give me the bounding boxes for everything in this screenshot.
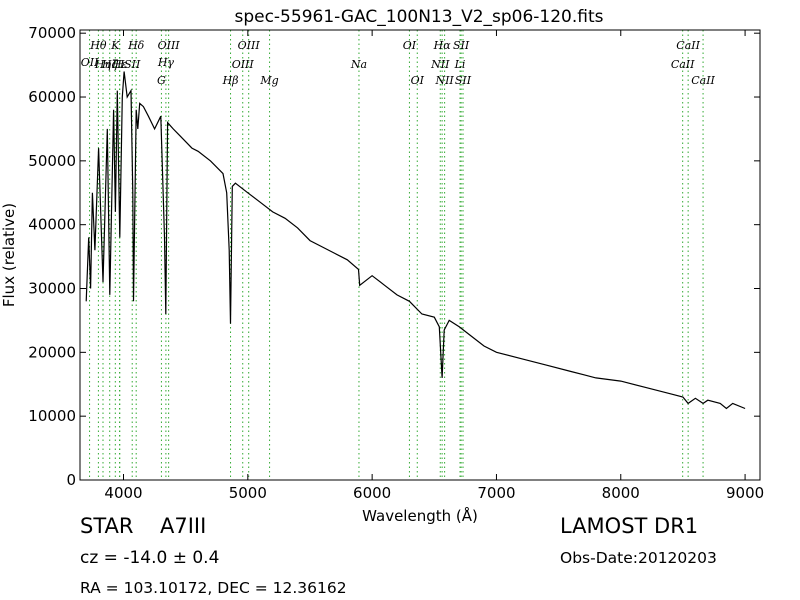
spectral-line-markers bbox=[89, 30, 704, 480]
y-tick-label: 20000 bbox=[28, 343, 76, 361]
spectral-line-label: G bbox=[157, 74, 166, 87]
spectrum-line bbox=[85, 71, 746, 410]
spectral-line-label: SII bbox=[453, 39, 470, 52]
spectral-line-label: Na bbox=[350, 58, 367, 71]
spectral-line-label: Hζ bbox=[101, 58, 119, 71]
spectral-line-label: OI bbox=[411, 74, 425, 87]
y-axis-label: Flux (relative) bbox=[0, 203, 18, 307]
spectral-line-label: Hα bbox=[433, 39, 452, 52]
observation-date: Obs-Date:20120203 bbox=[560, 549, 717, 567]
spectral-line-label: Mg bbox=[259, 74, 278, 87]
x-tick-label: 5000 bbox=[229, 484, 267, 502]
chart-title: spec-55961-GAC_100N13_V2_sp06-120.fits bbox=[234, 7, 603, 27]
x-tick-label: 9000 bbox=[726, 484, 764, 502]
x-tick-label: 8000 bbox=[602, 484, 640, 502]
spectral-line-label: CaII bbox=[691, 74, 715, 87]
y-tick-label: 30000 bbox=[28, 280, 76, 298]
spectral-line-label: SII bbox=[455, 74, 472, 87]
x-axis-label: Wavelength (Å) bbox=[362, 506, 478, 525]
y-tick-label: 70000 bbox=[28, 24, 76, 42]
plot-frame bbox=[79, 29, 761, 481]
spectral-line-labels: OIIHθHηHζKHHεSIIHδGHγOIIIHβOIIIOIIIMgNaO… bbox=[81, 39, 716, 87]
spectral-line-label: OIII bbox=[158, 39, 181, 52]
x-tick-label: 4000 bbox=[104, 484, 142, 502]
y-tick-label: 0 bbox=[66, 471, 76, 489]
y-axis: 0 10000 20000 30000 40000 50000 60000 70000 bbox=[28, 24, 760, 489]
redshift-text: cz = -14.0 ± 0.4 bbox=[80, 548, 220, 568]
spectral-line-label: OIII bbox=[232, 58, 255, 71]
x-tick-label: 7000 bbox=[477, 484, 515, 502]
x-tick-label: 6000 bbox=[353, 484, 391, 502]
y-tick-label: 10000 bbox=[28, 407, 76, 425]
x-axis: 4000 5000 6000 7000 8000 9000 bbox=[104, 30, 764, 502]
spectral-line-label: K bbox=[110, 39, 120, 52]
spectral-line-label: CaII bbox=[676, 39, 700, 52]
spectral-line-label: OIII bbox=[238, 39, 261, 52]
spectral-line-label: Li bbox=[454, 58, 466, 71]
spectral-line-label: Hγ bbox=[157, 56, 175, 69]
spectral-line-label: Hβ bbox=[222, 74, 239, 87]
spectral-line-label: NII bbox=[430, 58, 450, 71]
spectral-line-label: OI bbox=[403, 39, 417, 52]
object-subclass: A7III bbox=[160, 514, 207, 538]
spectral-line-label: OII bbox=[81, 56, 99, 69]
y-tick-label: 60000 bbox=[28, 88, 76, 106]
y-tick-label: 40000 bbox=[28, 216, 76, 234]
object-class: STAR bbox=[80, 514, 134, 538]
spectral-line-label: H bbox=[114, 58, 125, 71]
spectral-line-label: SII bbox=[124, 58, 141, 71]
spectral-line-label: Hε bbox=[111, 58, 128, 71]
spectral-line-label: Hη bbox=[94, 58, 112, 71]
spectral-line-label: CaII bbox=[671, 58, 695, 71]
coordinates-text: RA = 103.10172, DEC = 12.36162 bbox=[80, 579, 347, 597]
spectral-line-label: Hθ bbox=[89, 39, 107, 52]
spectral-line-label: Hδ bbox=[127, 39, 145, 52]
spectral-line-label: NII bbox=[434, 74, 454, 87]
survey-name: LAMOST DR1 bbox=[560, 514, 699, 538]
y-tick-label: 50000 bbox=[28, 152, 76, 170]
